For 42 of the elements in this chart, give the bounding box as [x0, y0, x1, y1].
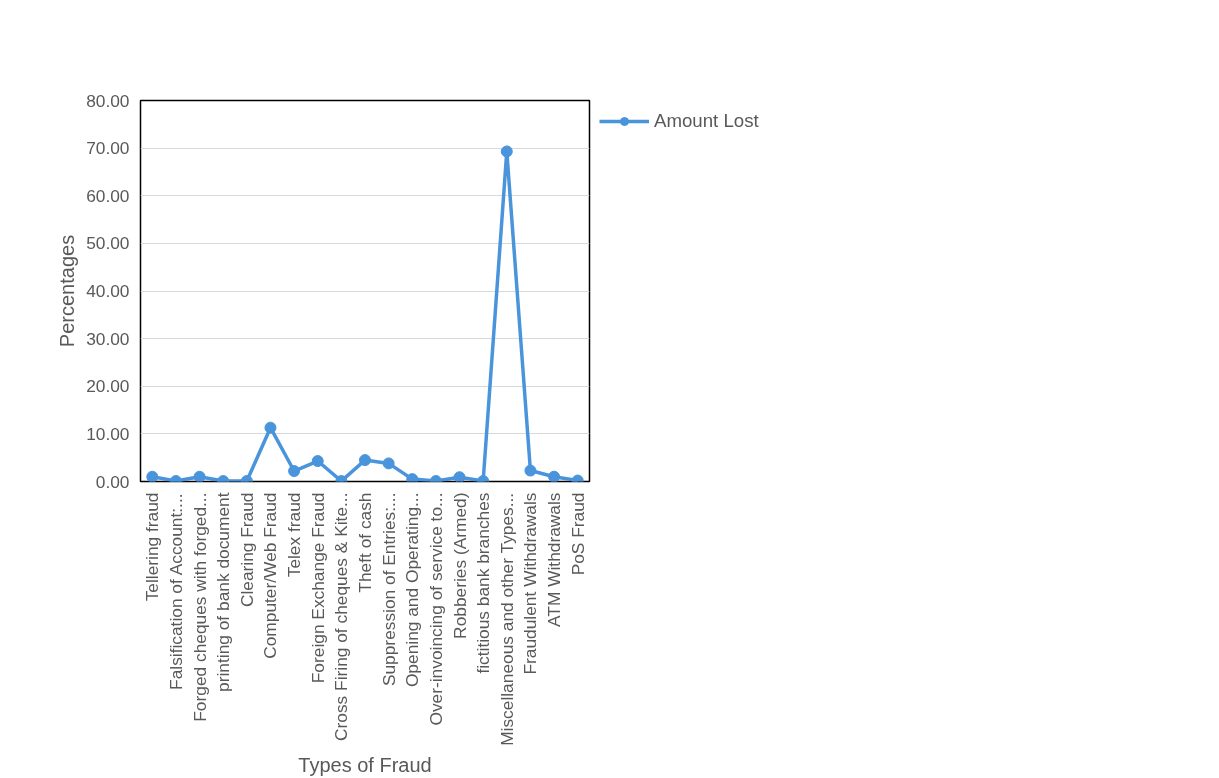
x-tick-label: Fraudulent Withdrawals: [520, 492, 541, 675]
y-tick-label: 30.00: [86, 328, 130, 349]
y-tick-label: 50.00: [86, 233, 130, 254]
point: [264, 421, 277, 434]
point: [548, 470, 561, 482]
y-axis-title: Percentages: [56, 234, 79, 348]
x-tick-label: Theft of cash: [355, 492, 375, 593]
point: [500, 145, 513, 158]
x-tick-label: Foreign Exchange Fraud: [307, 492, 328, 684]
x-tick-label: PoS Fraud: [567, 492, 588, 576]
point: [193, 470, 206, 482]
y-tick-label: 10.00: [86, 423, 130, 444]
point: [146, 470, 159, 482]
y-tick-label: 70.00: [86, 138, 130, 159]
x-tick-label: Miscellaneous and other Types...: [496, 492, 517, 746]
x-tick-label: Computer/Web Fraud: [260, 492, 281, 659]
x-tick-label: printing of bank document: [213, 492, 234, 692]
x-tick-label: Forged cheques with forged...: [189, 492, 210, 722]
x-tick-label: Opening and Operating...: [402, 492, 423, 688]
x-tick-label: Falsification of Account:...: [165, 493, 186, 690]
point: [288, 465, 301, 478]
x-tick-label: Robberies (Armed): [449, 492, 470, 639]
x-tick-label: Suppression of Entries:...: [378, 492, 399, 687]
point: [359, 454, 371, 467]
y-tick-label: 40.00: [86, 281, 130, 301]
x-tick-label: Tellering fraud: [142, 492, 163, 602]
point: [524, 464, 537, 477]
x-tick-label: Over-invoincing of service to...: [425, 492, 446, 726]
x-tick-label: Clearing Fraud: [236, 492, 257, 608]
point: [311, 455, 324, 468]
x-tick-label: Telex fraud: [284, 492, 305, 578]
x-tick-label: Cross Firing of cheques & Kite...: [331, 492, 352, 741]
x-tick-label: fictitious bank branches: [473, 492, 494, 674]
y-tick-label: 0.00: [95, 471, 130, 492]
point: [382, 457, 395, 470]
y-tick-label: 20.00: [86, 376, 130, 397]
x-axis-title: Types of Fraud: [298, 753, 432, 776]
point: [453, 471, 466, 482]
x-tick-label: ATM Withdrawals: [544, 492, 565, 627]
legend-label: Amount Lost: [654, 110, 759, 132]
y-tick-label: 80.00: [86, 90, 130, 111]
y-tick-label: 60.00: [86, 185, 130, 206]
